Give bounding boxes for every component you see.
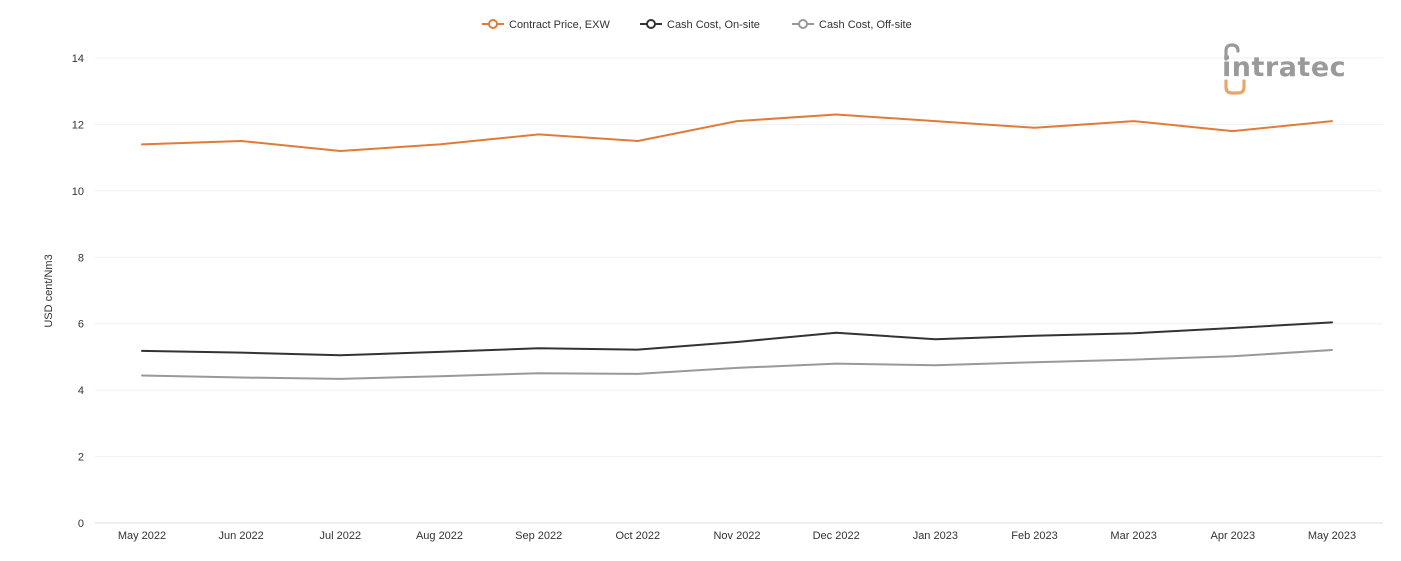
- y-tick-label: 14: [72, 53, 84, 65]
- data-point: [1033, 334, 1037, 338]
- legend-label: Contract Price, EXW: [509, 19, 610, 31]
- data-point: [1132, 358, 1136, 362]
- data-point: [1231, 326, 1235, 330]
- data-point: [933, 337, 937, 341]
- data-point: [140, 142, 144, 146]
- data-point: [1330, 348, 1334, 352]
- data-point: [1330, 119, 1334, 123]
- series-line-2: [141, 321, 1333, 357]
- legend: Contract Price, EXW Cash Cost, On-site Cas…: [482, 19, 912, 31]
- data-point: [1231, 354, 1235, 358]
- x-tick-label: Mar 2023: [1110, 530, 1156, 542]
- data-point: [438, 374, 442, 378]
- data-point: [1231, 129, 1235, 133]
- legend-swatch-marker: [488, 19, 498, 29]
- data-point: [537, 371, 541, 375]
- y-axis-title: USD cent/Nm3: [43, 254, 55, 327]
- x-tick-label: Feb 2023: [1011, 530, 1057, 542]
- data-point: [1132, 119, 1136, 123]
- x-axis: May 2022 Jun 2022 Jul 2022 Aug 2022 Sep 2022…: [118, 530, 1356, 542]
- data-point: [933, 363, 937, 367]
- data-point: [834, 112, 838, 116]
- legend-label: Cash Cost, Off-site: [819, 19, 912, 31]
- data-point: [438, 142, 442, 146]
- legend-item: Contract Price, EXW: [482, 19, 610, 31]
- data-point: [636, 139, 640, 143]
- data-point: [338, 149, 342, 153]
- x-tick-label: May 2023: [1308, 530, 1356, 542]
- data-point: [537, 132, 541, 136]
- data-point: [140, 374, 144, 378]
- legend-swatch-marker: [798, 19, 808, 29]
- legend-label: Cash Cost, On-site: [667, 19, 760, 31]
- data-point: [239, 376, 243, 380]
- data-point: [636, 348, 640, 352]
- y-tick-label: 10: [72, 186, 84, 198]
- data-point: [834, 331, 838, 335]
- grid-lines: [95, 57, 1383, 524]
- data-point: [1330, 320, 1334, 324]
- data-point: [735, 340, 739, 344]
- y-tick-label: 4: [78, 385, 84, 397]
- legend-item: Cash Cost, Off-site: [792, 19, 912, 31]
- x-tick-label: Apr 2023: [1211, 530, 1256, 542]
- data-point: [140, 349, 144, 353]
- x-tick-label: Oct 2022: [616, 530, 661, 542]
- series-lines: [140, 112, 1334, 381]
- y-tick-label: 8: [78, 252, 84, 264]
- x-tick-label: Jan 2023: [913, 530, 958, 542]
- logo-arc: [1224, 43, 1240, 61]
- logo-wordmark: intratec: [1222, 52, 1346, 83]
- legend-swatch-marker: [646, 19, 656, 29]
- x-tick-label: May 2022: [118, 530, 166, 542]
- data-point: [338, 353, 342, 357]
- y-axis: 0 2 4 6 8 10 12 14: [72, 53, 84, 530]
- data-point: [735, 366, 739, 370]
- data-point: [636, 372, 640, 376]
- logo-hook: [1224, 79, 1246, 95]
- series-line-3: [141, 349, 1333, 380]
- x-tick-label: Jul 2022: [320, 530, 362, 542]
- y-tick-label: 0: [78, 518, 84, 530]
- data-point: [239, 139, 243, 143]
- intratec-logo: intratec: [1222, 43, 1346, 95]
- data-point: [933, 119, 937, 123]
- x-tick-label: Jun 2022: [219, 530, 264, 542]
- data-point: [438, 350, 442, 354]
- data-point: [1132, 331, 1136, 335]
- data-point: [338, 377, 342, 381]
- x-tick-label: Aug 2022: [416, 530, 463, 542]
- y-tick-label: 6: [78, 319, 84, 331]
- data-point: [834, 362, 838, 366]
- data-point: [735, 119, 739, 123]
- y-tick-label: 2: [78, 452, 84, 464]
- data-point: [1033, 126, 1037, 130]
- x-tick-label: Dec 2022: [813, 530, 860, 542]
- data-point: [1033, 360, 1037, 364]
- data-point: [239, 351, 243, 355]
- data-point: [537, 346, 541, 350]
- x-tick-label: Sep 2022: [515, 530, 562, 542]
- series-line-1: [141, 113, 1333, 152]
- y-tick-label: 12: [72, 119, 84, 131]
- legend-item: Cash Cost, On-site: [640, 19, 760, 31]
- x-tick-label: Nov 2022: [713, 530, 760, 542]
